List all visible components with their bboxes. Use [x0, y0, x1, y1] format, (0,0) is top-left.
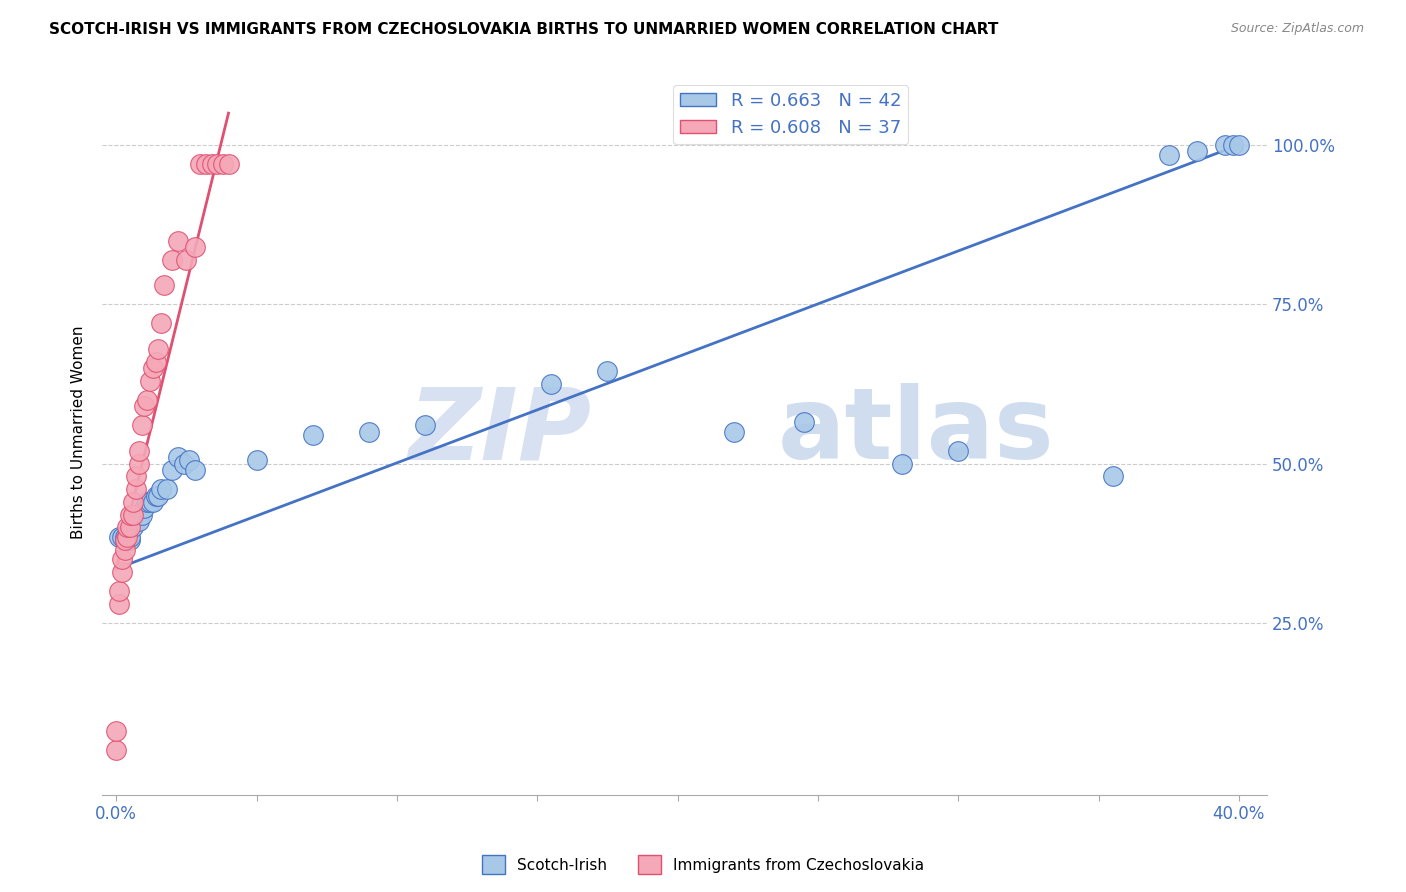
Point [207, 157, 229, 171]
Point [142, 361, 165, 376]
Point [139, 495, 162, 509]
Point [179, 453, 201, 467]
Point [120, 520, 142, 534]
Point [125, 514, 148, 528]
Point [120, 508, 142, 522]
Point [145, 489, 167, 503]
Point [946, 444, 969, 458]
Y-axis label: Births to Unmarried Women: Births to Unmarried Women [72, 325, 86, 539]
Point [212, 157, 235, 171]
Point [122, 495, 145, 509]
Text: ZIP: ZIP [408, 384, 592, 480]
Point [150, 482, 173, 496]
Point [195, 157, 218, 171]
Point [111, 530, 134, 544]
Point [156, 482, 179, 496]
Point [128, 444, 150, 458]
Text: Source: ZipAtlas.com: Source: ZipAtlas.com [1230, 22, 1364, 36]
Point [245, 453, 267, 467]
Point [131, 418, 153, 433]
Point [173, 457, 195, 471]
Point [114, 542, 136, 557]
Point [125, 469, 148, 483]
Point [114, 530, 136, 544]
Point [128, 514, 150, 528]
Point [148, 342, 170, 356]
Point [218, 157, 240, 171]
Point [122, 520, 145, 534]
Point [122, 514, 145, 528]
Point [120, 533, 142, 548]
Point [1101, 469, 1123, 483]
Point [122, 508, 145, 522]
Point [114, 533, 136, 548]
Point [1185, 145, 1208, 159]
Point [1222, 138, 1244, 153]
Point [111, 565, 134, 579]
Point [1227, 138, 1250, 153]
Point [111, 552, 134, 566]
Point [114, 533, 136, 548]
Point [117, 530, 139, 544]
Point [117, 520, 139, 534]
Text: atlas: atlas [778, 384, 1054, 480]
Point [117, 533, 139, 548]
Point [148, 489, 170, 503]
Point [105, 743, 128, 757]
Point [120, 530, 142, 544]
Point [145, 354, 167, 368]
Point [201, 157, 224, 171]
Point [596, 364, 619, 378]
Point [139, 374, 162, 388]
Legend: R = 0.663   N = 42, R = 0.608   N = 37: R = 0.663 N = 42, R = 0.608 N = 37 [673, 85, 908, 145]
Point [153, 278, 176, 293]
Point [184, 463, 207, 477]
Point [108, 597, 131, 611]
Point [150, 317, 173, 331]
Point [793, 415, 815, 429]
Point [134, 501, 156, 516]
Point [1157, 147, 1180, 161]
Point [162, 463, 184, 477]
Text: SCOTCH-IRISH VS IMMIGRANTS FROM CZECHOSLOVAKIA BIRTHS TO UNMARRIED WOMEN CORRELA: SCOTCH-IRISH VS IMMIGRANTS FROM CZECHOSL… [49, 22, 998, 37]
Point [142, 495, 165, 509]
Point [184, 240, 207, 254]
Point [125, 482, 148, 496]
Point [176, 252, 198, 267]
Point [108, 584, 131, 599]
Point [128, 457, 150, 471]
Point [1213, 138, 1236, 153]
Point [131, 508, 153, 522]
Point [357, 425, 380, 439]
Legend: Scotch-Irish, Immigrants from Czechoslovakia: Scotch-Irish, Immigrants from Czechoslov… [475, 849, 931, 880]
Point [167, 450, 190, 465]
Point [136, 392, 159, 407]
Point [108, 530, 131, 544]
Point [134, 399, 156, 413]
Point [136, 495, 159, 509]
Point [162, 252, 184, 267]
Point [301, 428, 323, 442]
Point [190, 157, 212, 171]
Point [117, 530, 139, 544]
Point [167, 234, 190, 248]
Point [105, 724, 128, 739]
Point [723, 425, 745, 439]
Point [891, 457, 914, 471]
Point [540, 376, 562, 391]
Point [413, 418, 436, 433]
